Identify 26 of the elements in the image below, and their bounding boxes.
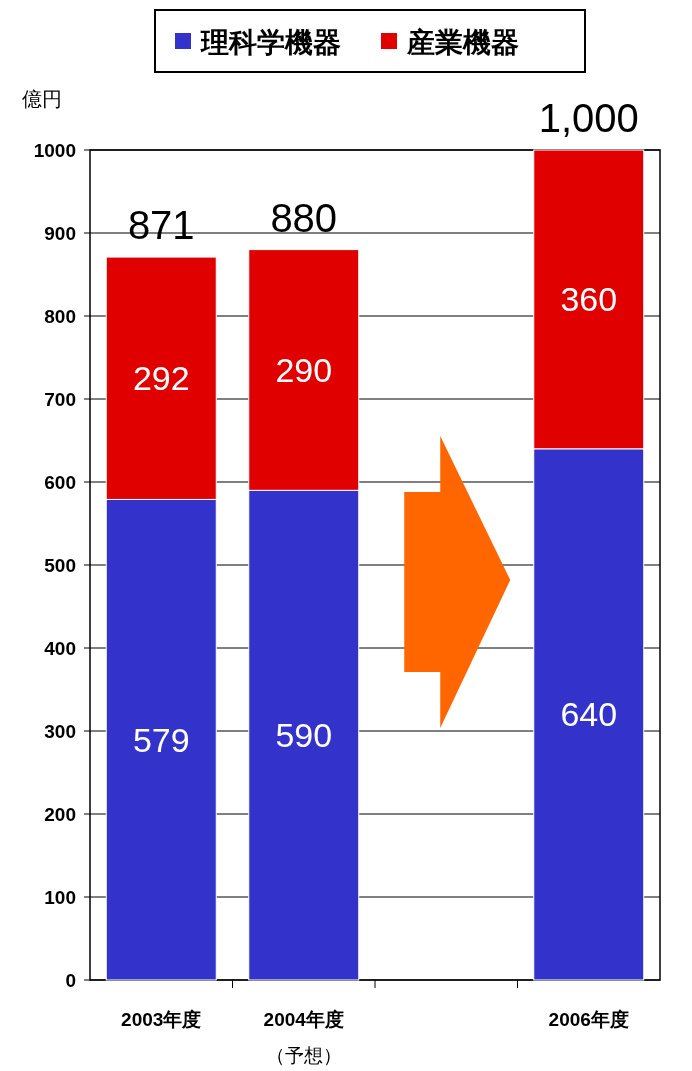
y-tick-label: 1000 [33,140,76,161]
data-label: 590 [275,716,333,755]
y-tick-label: 900 [44,223,76,244]
data-label: 579 [132,720,190,759]
y-axis-title: 億円 [22,88,62,110]
data-label: 292 [132,359,190,398]
total-label: 1,000 [538,96,639,140]
x-tick-label: 2006年度 [548,1009,629,1030]
data-label: 360 [560,280,618,319]
y-tick-label: 800 [44,306,76,327]
y-tick-label: 600 [44,472,76,493]
x-tick-label: 2003年度 [121,1009,202,1030]
y-tick-label: 0 [65,970,76,991]
legend-label: 産業機器 [406,27,519,58]
y-tick-label: 200 [44,804,76,825]
legend-label: 理科学機器 [200,27,341,58]
total-label: 880 [270,195,338,240]
data-label: 640 [560,695,618,734]
y-tick-label: 500 [44,555,76,576]
y-tick-label: 700 [44,389,76,410]
x-tick-label: 2004年度（予想） [263,1009,344,1066]
y-tick-label: 400 [44,638,76,659]
total-label: 871 [127,203,195,248]
data-label: 290 [275,350,333,389]
y-tick-label: 100 [44,887,76,908]
y-tick-label: 300 [44,721,76,742]
